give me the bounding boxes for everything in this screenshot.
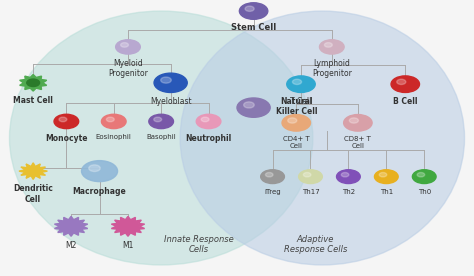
- Polygon shape: [111, 216, 145, 236]
- Circle shape: [417, 172, 425, 177]
- Text: iTreg: iTreg: [264, 189, 281, 195]
- Circle shape: [261, 170, 284, 184]
- Text: CD4+ T
Cell: CD4+ T Cell: [283, 136, 310, 149]
- Text: M2: M2: [65, 241, 77, 250]
- Text: Lymphoid
Progenitor: Lymphoid Progenitor: [312, 59, 352, 78]
- Text: Stem Cell: Stem Cell: [231, 23, 276, 32]
- Circle shape: [341, 172, 349, 177]
- Circle shape: [149, 114, 173, 129]
- Circle shape: [288, 118, 297, 123]
- Circle shape: [54, 114, 79, 129]
- Text: M1: M1: [122, 241, 134, 250]
- Text: Myeloid
Progenitor: Myeloid Progenitor: [108, 59, 148, 78]
- Circle shape: [59, 117, 67, 122]
- Circle shape: [106, 117, 114, 122]
- Circle shape: [412, 170, 436, 184]
- Circle shape: [397, 79, 406, 84]
- Circle shape: [245, 6, 254, 11]
- Circle shape: [349, 118, 358, 123]
- Text: Adaptive
Response Cells: Adaptive Response Cells: [283, 235, 347, 254]
- Circle shape: [82, 161, 118, 182]
- Text: Mast Cell: Mast Cell: [13, 96, 53, 105]
- Text: Neutrophil: Neutrophil: [185, 134, 232, 143]
- Circle shape: [116, 40, 140, 54]
- Circle shape: [303, 172, 311, 177]
- Text: Th2: Th2: [342, 189, 355, 195]
- Circle shape: [27, 79, 39, 87]
- Text: Myeloblast: Myeloblast: [150, 97, 191, 107]
- Circle shape: [154, 117, 162, 122]
- Circle shape: [244, 102, 254, 108]
- Polygon shape: [19, 75, 47, 91]
- Circle shape: [391, 76, 419, 92]
- Circle shape: [265, 172, 273, 177]
- Circle shape: [344, 115, 372, 131]
- Circle shape: [196, 114, 221, 129]
- Circle shape: [237, 98, 270, 117]
- Polygon shape: [55, 216, 88, 236]
- Circle shape: [282, 115, 310, 131]
- Circle shape: [161, 77, 171, 83]
- Text: Natural
Killer Cell: Natural Killer Cell: [276, 97, 318, 116]
- Text: B Cell: B Cell: [393, 97, 418, 107]
- Text: Macrophage: Macrophage: [73, 187, 127, 196]
- Circle shape: [292, 79, 301, 84]
- Text: Innate Response
Cells: Innate Response Cells: [164, 235, 234, 254]
- Polygon shape: [19, 163, 47, 179]
- Circle shape: [324, 43, 332, 47]
- Circle shape: [201, 117, 209, 122]
- Circle shape: [89, 165, 100, 172]
- Text: Th17: Th17: [301, 189, 319, 195]
- Circle shape: [337, 170, 360, 184]
- Circle shape: [374, 170, 398, 184]
- Text: Th0: Th0: [418, 189, 431, 195]
- Circle shape: [239, 3, 268, 19]
- Text: T Cell: T Cell: [290, 97, 312, 107]
- Text: Eosinophil: Eosinophil: [96, 134, 132, 140]
- Text: Monocyte: Monocyte: [45, 134, 88, 143]
- Text: Basophil: Basophil: [146, 134, 176, 140]
- Ellipse shape: [180, 11, 465, 265]
- Text: CD8+ T
Cell: CD8+ T Cell: [345, 136, 371, 149]
- Circle shape: [379, 172, 387, 177]
- Circle shape: [287, 76, 315, 92]
- Circle shape: [319, 40, 344, 54]
- Text: Th1: Th1: [380, 189, 393, 195]
- Text: Dendritic
Cell: Dendritic Cell: [13, 184, 53, 204]
- Circle shape: [120, 43, 128, 47]
- Circle shape: [154, 73, 187, 92]
- Ellipse shape: [9, 11, 313, 265]
- Circle shape: [101, 114, 126, 129]
- Circle shape: [299, 170, 322, 184]
